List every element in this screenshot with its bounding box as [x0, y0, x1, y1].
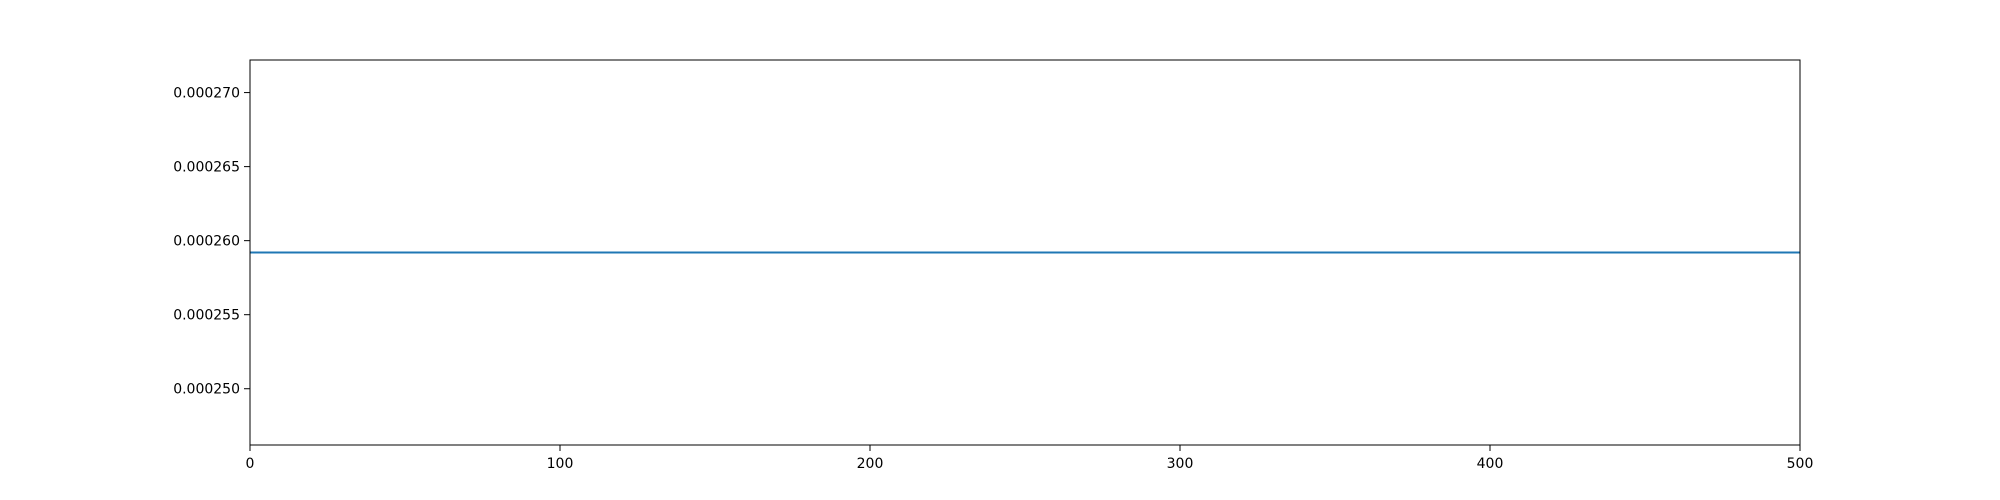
x-tick-label: 0 — [246, 456, 255, 472]
x-tick-label: 300 — [1167, 456, 1194, 472]
y-tick-label: 0.000265 — [173, 160, 240, 176]
y-axis: 0.000250 0.000255 0.000260 0.000265 0.000270 — [173, 86, 250, 398]
x-tick-label: 400 — [1477, 456, 1504, 472]
x-tick-label: 200 — [857, 456, 884, 472]
plot-frame — [249, 59, 1801, 446]
x-tick-label: 100 — [547, 456, 574, 472]
x-axis: 0 100 200 300 400 500 — [246, 445, 1814, 472]
y-tick-label: 0.000260 — [173, 234, 240, 250]
y-tick-label: 0.000250 — [173, 382, 240, 398]
y-tick-label: 0.000255 — [173, 308, 240, 324]
x-tick-label: 500 — [1787, 456, 1814, 472]
y-tick-label: 0.000270 — [173, 86, 240, 102]
